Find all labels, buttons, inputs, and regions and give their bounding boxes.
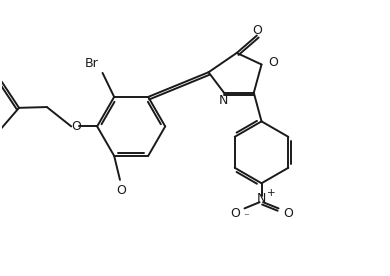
Text: N: N [257,192,266,205]
Text: O: O [71,120,81,133]
Text: O: O [253,24,262,37]
Text: O: O [230,206,240,219]
Text: N: N [218,94,228,107]
Text: Br: Br [85,57,99,70]
Text: +: + [267,188,276,198]
Text: ⁻: ⁻ [244,213,250,223]
Text: O: O [116,184,126,198]
Text: O: O [283,206,293,219]
Text: O: O [268,56,278,69]
